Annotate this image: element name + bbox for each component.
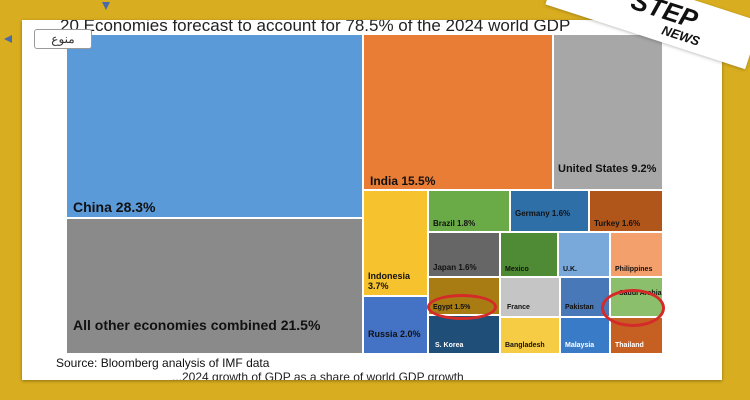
tile-label-india: India 15.5% xyxy=(370,174,436,188)
treemap: China 28.3% All other economies combined … xyxy=(22,20,722,380)
tile-label-u-k: U.K. xyxy=(563,266,577,273)
tile-turkey: Turkey 1.6% xyxy=(589,190,663,232)
tile-label-france: France xyxy=(507,304,530,311)
tile-united-states: United States 9.2% xyxy=(553,34,663,190)
tile-label-turkey: Turkey 1.6% xyxy=(594,219,641,228)
tile-s-korea: S. Korea xyxy=(428,315,500,354)
category-tag[interactable]: منوع xyxy=(34,29,92,49)
tile-label-all-other-economies-combined: All other economies combined 21.5% xyxy=(73,317,321,333)
tile-u-k: U.K. xyxy=(558,232,610,277)
highlight-ring-saudi-arabia xyxy=(601,289,665,327)
tile-label-indonesia: Indonesia 3.7% xyxy=(368,271,411,292)
tile-label-united-states: United States 9.2% xyxy=(558,163,657,175)
chart-card: 20 Economies forecast to account for 78.… xyxy=(22,20,722,380)
tile-label-philippines: Philippines xyxy=(615,266,653,273)
tile-china: China 28.3% xyxy=(66,34,363,218)
tile-bangladesh: Bangladesh xyxy=(500,317,560,354)
source-note: Source: Bloomberg analysis of IMF data xyxy=(56,356,270,370)
highlight-ring-egypt xyxy=(427,294,497,320)
tile-label-germany: Germany 1.6% xyxy=(515,209,571,218)
tile-all-other-economies-combined: All other economies combined 21.5% xyxy=(66,218,363,354)
tile-label-s-korea: S. Korea xyxy=(435,342,464,349)
tile-label-malaysia: Malaysia xyxy=(565,342,595,349)
footer-subline: ...2024 growth of GDP as a share of worl… xyxy=(172,370,464,380)
tile-brazil: Brazil 1.8% xyxy=(428,190,510,232)
tile-label-russia: Russia 2.0% xyxy=(368,329,421,339)
tile-japan: Japan 1.6% xyxy=(428,232,500,277)
tile-label-pakistan: Pakistan xyxy=(565,304,594,311)
tile-germany: Germany 1.6% xyxy=(510,190,589,232)
tile-mexico: Mexico xyxy=(500,232,558,277)
tile-france: France xyxy=(500,277,560,317)
tile-malaysia: Malaysia xyxy=(560,317,610,354)
tile-label-japan: Japan 1.6% xyxy=(433,263,477,272)
tile-philippines: Philippines xyxy=(610,232,663,277)
chart-headline: 20 Economies forecast to account for 78.… xyxy=(60,20,571,35)
tile-russia: Russia 2.0% xyxy=(363,296,428,354)
tag-pointer-icon xyxy=(4,35,12,43)
tile-label-bangladesh: Bangladesh xyxy=(505,342,545,349)
tile-label-brazil: Brazil 1.8% xyxy=(433,219,476,228)
tile-label-thailand: Thailand xyxy=(615,342,644,349)
tile-india: India 15.5% xyxy=(363,34,553,190)
tile-label-mexico: Mexico xyxy=(505,266,529,273)
tile-indonesia: Indonesia 3.7% xyxy=(363,190,428,296)
tile-label-china: China 28.3% xyxy=(73,199,156,215)
tag-arrow-icon xyxy=(102,2,110,10)
